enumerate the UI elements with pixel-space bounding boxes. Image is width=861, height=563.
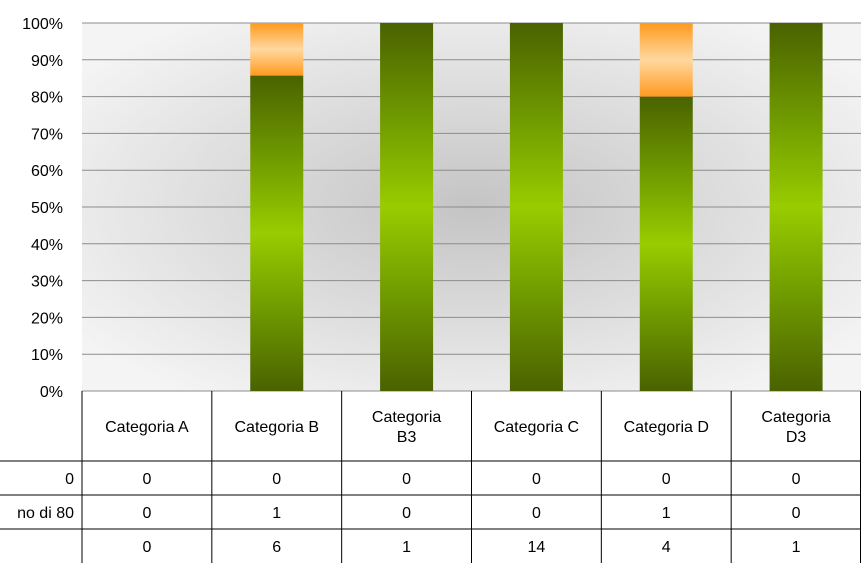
table-cell-value: 4 bbox=[662, 539, 671, 556]
category-label: Categoria bbox=[372, 409, 441, 426]
category-label: Categoria D bbox=[624, 419, 709, 436]
y-tick-label: 20% bbox=[31, 310, 63, 327]
y-tick-label: 40% bbox=[31, 237, 63, 254]
bars bbox=[250, 23, 823, 392]
table-cell-value: 6 bbox=[272, 539, 281, 556]
y-tick-label: 60% bbox=[31, 163, 63, 180]
table-cell-value: 0 bbox=[142, 539, 151, 556]
y-axis-tick-labels: 0% 10% 20% 30% 40% 50% 60% 70% 80% 90% 100% bbox=[22, 16, 63, 401]
y-tick-label: 10% bbox=[31, 347, 63, 364]
y-tick-label: 30% bbox=[31, 274, 63, 291]
table-cell-value: 0 bbox=[402, 471, 411, 488]
table-cell-value: 1 bbox=[272, 505, 281, 522]
table-cell-value: 0 bbox=[272, 471, 281, 488]
table-cell-value: 1 bbox=[402, 539, 411, 556]
data-table: Categoria A Categoria B Categoria B3 Categor… bbox=[0, 391, 861, 563]
series-row-label: 0 bbox=[65, 471, 74, 488]
table-cell-value: 0 bbox=[792, 505, 801, 522]
category-label: B3 bbox=[397, 429, 417, 446]
table-cell-value: 0 bbox=[792, 471, 801, 488]
table-cell-value: 0 bbox=[142, 471, 151, 488]
series-row-label: no di 80 bbox=[17, 505, 74, 522]
bar-segment bbox=[769, 23, 823, 391]
table-cell-value: 0 bbox=[402, 505, 411, 522]
bar-segment bbox=[380, 23, 434, 391]
category-label: Categoria B bbox=[235, 419, 320, 436]
table-cell-value: 14 bbox=[528, 539, 546, 556]
category-label: D3 bbox=[786, 429, 807, 446]
category-label: Categoria bbox=[761, 409, 830, 426]
y-tick-label: 70% bbox=[31, 126, 63, 143]
y-tick-label: 90% bbox=[31, 53, 63, 70]
bar-segment bbox=[509, 23, 563, 391]
bar-segment bbox=[639, 23, 693, 97]
bar-segment bbox=[250, 23, 304, 76]
y-tick-label: 50% bbox=[31, 200, 63, 217]
category-label: Categoria C bbox=[494, 419, 579, 436]
table-cell-value: 0 bbox=[532, 471, 541, 488]
table-cell-value: 0 bbox=[532, 505, 541, 522]
bar-segment bbox=[639, 96, 693, 391]
bar-segment bbox=[250, 75, 304, 392]
table-cell-value: 1 bbox=[792, 539, 801, 556]
table-cell-value: 0 bbox=[662, 471, 671, 488]
category-label: Categoria A bbox=[105, 419, 189, 436]
y-tick-label: 0% bbox=[40, 384, 63, 401]
y-tick-label: 100% bbox=[22, 16, 63, 33]
y-tick-label: 80% bbox=[31, 90, 63, 107]
gridlines bbox=[82, 22, 861, 392]
table-cell-value: 1 bbox=[662, 505, 671, 522]
table-cell-value: 0 bbox=[142, 505, 151, 522]
